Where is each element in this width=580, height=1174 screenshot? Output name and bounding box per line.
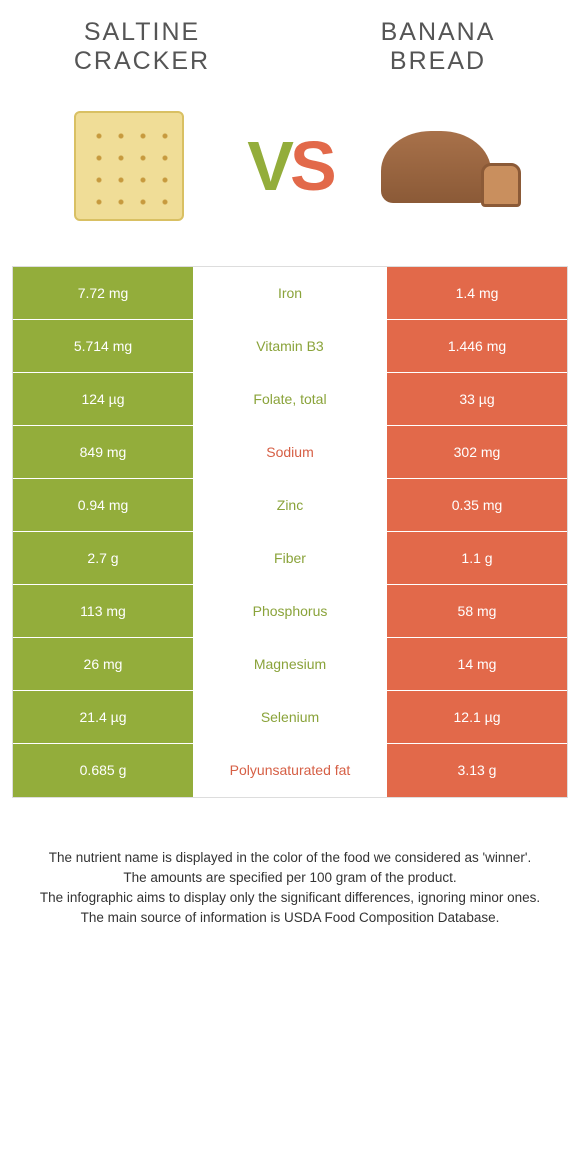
table-row: 26 mgMagnesium14 mg <box>13 638 567 691</box>
footnote-line: The infographic aims to display only the… <box>32 888 548 908</box>
right-value: 3.13 g <box>387 744 567 797</box>
bread-icon <box>381 121 521 211</box>
right-value: 302 mg <box>387 426 567 478</box>
left-value: 26 mg <box>13 638 193 690</box>
table-row: 113 mgPhosphorus58 mg <box>13 585 567 638</box>
table-row: 2.7 gFiber1.1 g <box>13 532 567 585</box>
cracker-icon <box>74 111 184 221</box>
nutrient-label: Fiber <box>193 532 387 584</box>
nutrient-label: Magnesium <box>193 638 387 690</box>
vs-row: V S <box>12 86 568 266</box>
right-value: 12.1 µg <box>387 691 567 743</box>
right-value: 1.1 g <box>387 532 567 584</box>
nutrient-label: Iron <box>193 267 387 319</box>
table-row: 7.72 mgIron1.4 mg <box>13 267 567 320</box>
footnote-line: The main source of information is USDA F… <box>32 908 548 928</box>
table-row: 21.4 µgSelenium12.1 µg <box>13 691 567 744</box>
nutrient-label: Vitamin B3 <box>193 320 387 372</box>
nutrient-label: Folate, total <box>193 373 387 425</box>
nutrition-table: 7.72 mgIron1.4 mg5.714 mgVitamin B31.446… <box>12 266 568 798</box>
left-food-title: Saltine cracker <box>42 18 242 76</box>
header-row: Saltine cracker Banana bread <box>12 18 568 86</box>
nutrient-label: Zinc <box>193 479 387 531</box>
footnote-line: The nutrient name is displayed in the co… <box>32 848 548 868</box>
nutrient-label: Polyunsaturated fat <box>193 744 387 797</box>
left-value: 21.4 µg <box>13 691 193 743</box>
right-value: 0.35 mg <box>387 479 567 531</box>
left-value: 0.685 g <box>13 744 193 797</box>
right-value: 1.4 mg <box>387 267 567 319</box>
vs-label: V S <box>247 131 332 201</box>
right-value: 1.446 mg <box>387 320 567 372</box>
table-row: 0.685 gPolyunsaturated fat3.13 g <box>13 744 567 797</box>
table-row: 849 mgSodium302 mg <box>13 426 567 479</box>
table-row: 5.714 mgVitamin B31.446 mg <box>13 320 567 373</box>
left-value: 124 µg <box>13 373 193 425</box>
right-food-title: Banana bread <box>338 18 538 76</box>
right-food-image <box>376 106 526 226</box>
table-row: 0.94 mgZinc0.35 mg <box>13 479 567 532</box>
nutrient-label: Phosphorus <box>193 585 387 637</box>
vs-v: V <box>247 131 290 201</box>
footnote-line: The amounts are specified per 100 gram o… <box>32 868 548 888</box>
nutrient-label: Selenium <box>193 691 387 743</box>
vs-s: S <box>290 131 333 201</box>
left-value: 7.72 mg <box>13 267 193 319</box>
left-food-image <box>54 106 204 226</box>
left-value: 849 mg <box>13 426 193 478</box>
left-value: 113 mg <box>13 585 193 637</box>
right-value: 58 mg <box>387 585 567 637</box>
left-value: 5.714 mg <box>13 320 193 372</box>
left-value: 0.94 mg <box>13 479 193 531</box>
table-row: 124 µgFolate, total33 µg <box>13 373 567 426</box>
right-value: 33 µg <box>387 373 567 425</box>
right-value: 14 mg <box>387 638 567 690</box>
footnotes: The nutrient name is displayed in the co… <box>12 798 568 929</box>
nutrient-label: Sodium <box>193 426 387 478</box>
left-value: 2.7 g <box>13 532 193 584</box>
